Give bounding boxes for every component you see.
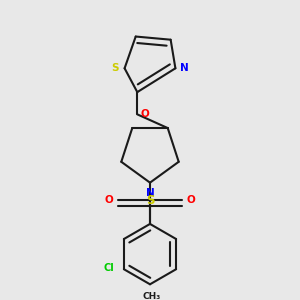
Text: N: N <box>180 63 189 73</box>
Text: CH₃: CH₃ <box>142 292 161 300</box>
Text: O: O <box>104 195 113 205</box>
Text: O: O <box>141 110 150 119</box>
Text: S: S <box>111 63 119 73</box>
Text: O: O <box>187 195 196 205</box>
Text: N: N <box>146 188 154 198</box>
Text: S: S <box>146 194 154 207</box>
Text: Cl: Cl <box>103 262 114 273</box>
